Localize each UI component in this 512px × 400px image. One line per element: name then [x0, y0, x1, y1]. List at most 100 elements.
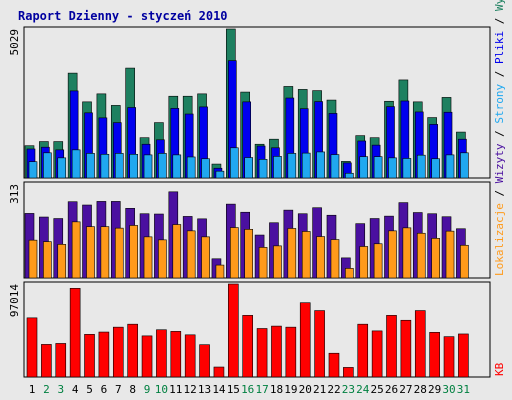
bar-kb-10 — [156, 329, 167, 378]
bar-kb-20 — [299, 302, 311, 378]
bar-lokalizacje-3 — [57, 244, 67, 279]
bar-strony-10 — [158, 153, 167, 179]
bar-strony-22 — [330, 154, 340, 179]
bar-kb-15 — [228, 283, 239, 378]
legend-wywolania: Wywołania — [493, 0, 506, 11]
bar-lokalizacje-18 — [273, 245, 282, 279]
day-label-2: 2 — [43, 383, 50, 396]
bar-lokalizacje-2 — [43, 241, 52, 279]
bar-kb-12 — [184, 334, 196, 378]
legend-separator: / — [493, 64, 506, 84]
bar-lokalizacje-4 — [71, 221, 81, 279]
bar-strony-23 — [345, 172, 354, 179]
bar-strony-26 — [388, 157, 397, 179]
day-label-21: 21 — [313, 383, 326, 396]
bar-strony-30 — [445, 154, 455, 179]
bar-strony-9 — [143, 154, 153, 179]
legend-separator: / — [493, 183, 506, 203]
day-label-6: 6 — [101, 383, 108, 396]
bar-lokalizacje-16 — [244, 229, 253, 279]
bar-lokalizacje-26 — [388, 230, 397, 279]
bar-strony-14 — [215, 170, 225, 179]
bar-lokalizacje-14 — [215, 264, 225, 279]
bar-strony-6 — [100, 153, 110, 179]
y-axis-max-visits: 313 — [8, 184, 21, 204]
day-label-15: 15 — [227, 383, 240, 396]
bar-kb-11 — [170, 331, 182, 378]
bar-kb-13 — [199, 344, 210, 378]
bar-lokalizacje-7 — [114, 227, 124, 279]
day-label-16: 16 — [241, 383, 254, 396]
day-label-17: 17 — [255, 383, 268, 396]
bar-strony-28 — [416, 154, 426, 179]
day-label-8: 8 — [129, 383, 136, 396]
bar-kb-30 — [443, 336, 455, 378]
bar-strony-1 — [28, 161, 38, 179]
bar-strony-11 — [172, 154, 182, 179]
bar-strony-15 — [230, 147, 239, 179]
bar-lokalizacje-19 — [287, 228, 297, 279]
day-label-11: 11 — [169, 383, 182, 396]
bar-lokalizacje-1 — [28, 239, 38, 279]
bar-lokalizacje-30 — [445, 230, 455, 279]
bar-kb-21 — [314, 310, 325, 378]
bar-kb-23 — [343, 367, 354, 378]
legend-separator: / — [493, 124, 506, 144]
bar-strony-18 — [273, 156, 282, 179]
bar-kb-2 — [41, 344, 52, 378]
day-label-25: 25 — [370, 383, 383, 396]
bar-kb-1 — [26, 317, 38, 378]
bar-strony-4 — [71, 149, 81, 179]
bar-strony-13 — [201, 158, 210, 179]
bar-kb-9 — [141, 335, 153, 378]
day-label-31: 31 — [457, 383, 470, 396]
day-label-7: 7 — [115, 383, 122, 396]
bar-kb-8 — [127, 323, 138, 378]
bar-strony-17 — [258, 159, 268, 179]
legend-pliki: Pliki — [493, 31, 506, 64]
bar-kb-5 — [84, 334, 95, 378]
bar-kb-28 — [414, 310, 426, 378]
bar-lokalizacje-25 — [373, 243, 383, 279]
bar-strony-2 — [43, 152, 52, 179]
bar-strony-12 — [186, 156, 196, 179]
bar-strony-7 — [114, 153, 124, 179]
bar-strony-24 — [359, 156, 369, 179]
legend-hits-visits: Lokalizacje / Wizyty / Strony / Pliki / … — [493, 0, 506, 276]
chart-bars — [24, 28, 469, 378]
bar-lokalizacje-17 — [258, 247, 268, 279]
day-label-12: 12 — [184, 383, 197, 396]
bar-lokalizacje-10 — [158, 239, 167, 279]
day-label-27: 27 — [399, 383, 412, 396]
bar-strony-29 — [431, 158, 440, 179]
day-label-4: 4 — [72, 383, 79, 396]
legend-lokalizacje: Lokalizacje — [493, 203, 506, 276]
bar-kb-31 — [458, 333, 469, 378]
day-label-22: 22 — [327, 383, 340, 396]
day-label-5: 5 — [86, 383, 93, 396]
day-label-29: 29 — [428, 383, 441, 396]
day-label-9: 9 — [144, 383, 151, 396]
legend-wizyty: Wizyty — [493, 143, 506, 183]
bar-lokalizacje-28 — [416, 232, 426, 279]
report-title: Raport Dzienny - styczeń 2010 — [18, 9, 228, 23]
legend-strony: Strony — [493, 84, 506, 124]
bar-lokalizacje-8 — [129, 225, 138, 279]
bar-lokalizacje-27 — [402, 227, 412, 279]
bar-strony-27 — [402, 158, 412, 179]
bar-lokalizacje-12 — [186, 230, 196, 279]
bar-lokalizacje-21 — [316, 236, 325, 279]
bar-kb-24 — [357, 323, 369, 378]
bar-kb-3 — [55, 343, 67, 378]
bar-kb-29 — [429, 332, 440, 378]
bar-lokalizacje-31 — [460, 244, 469, 279]
bar-lokalizacje-11 — [172, 224, 182, 279]
day-label-18: 18 — [270, 383, 283, 396]
bar-kb-17 — [256, 328, 268, 378]
legend-kb: KB — [493, 362, 506, 376]
bar-lokalizacje-9 — [143, 236, 153, 279]
day-label-26: 26 — [385, 383, 398, 396]
bar-lokalizacje-22 — [330, 239, 340, 279]
